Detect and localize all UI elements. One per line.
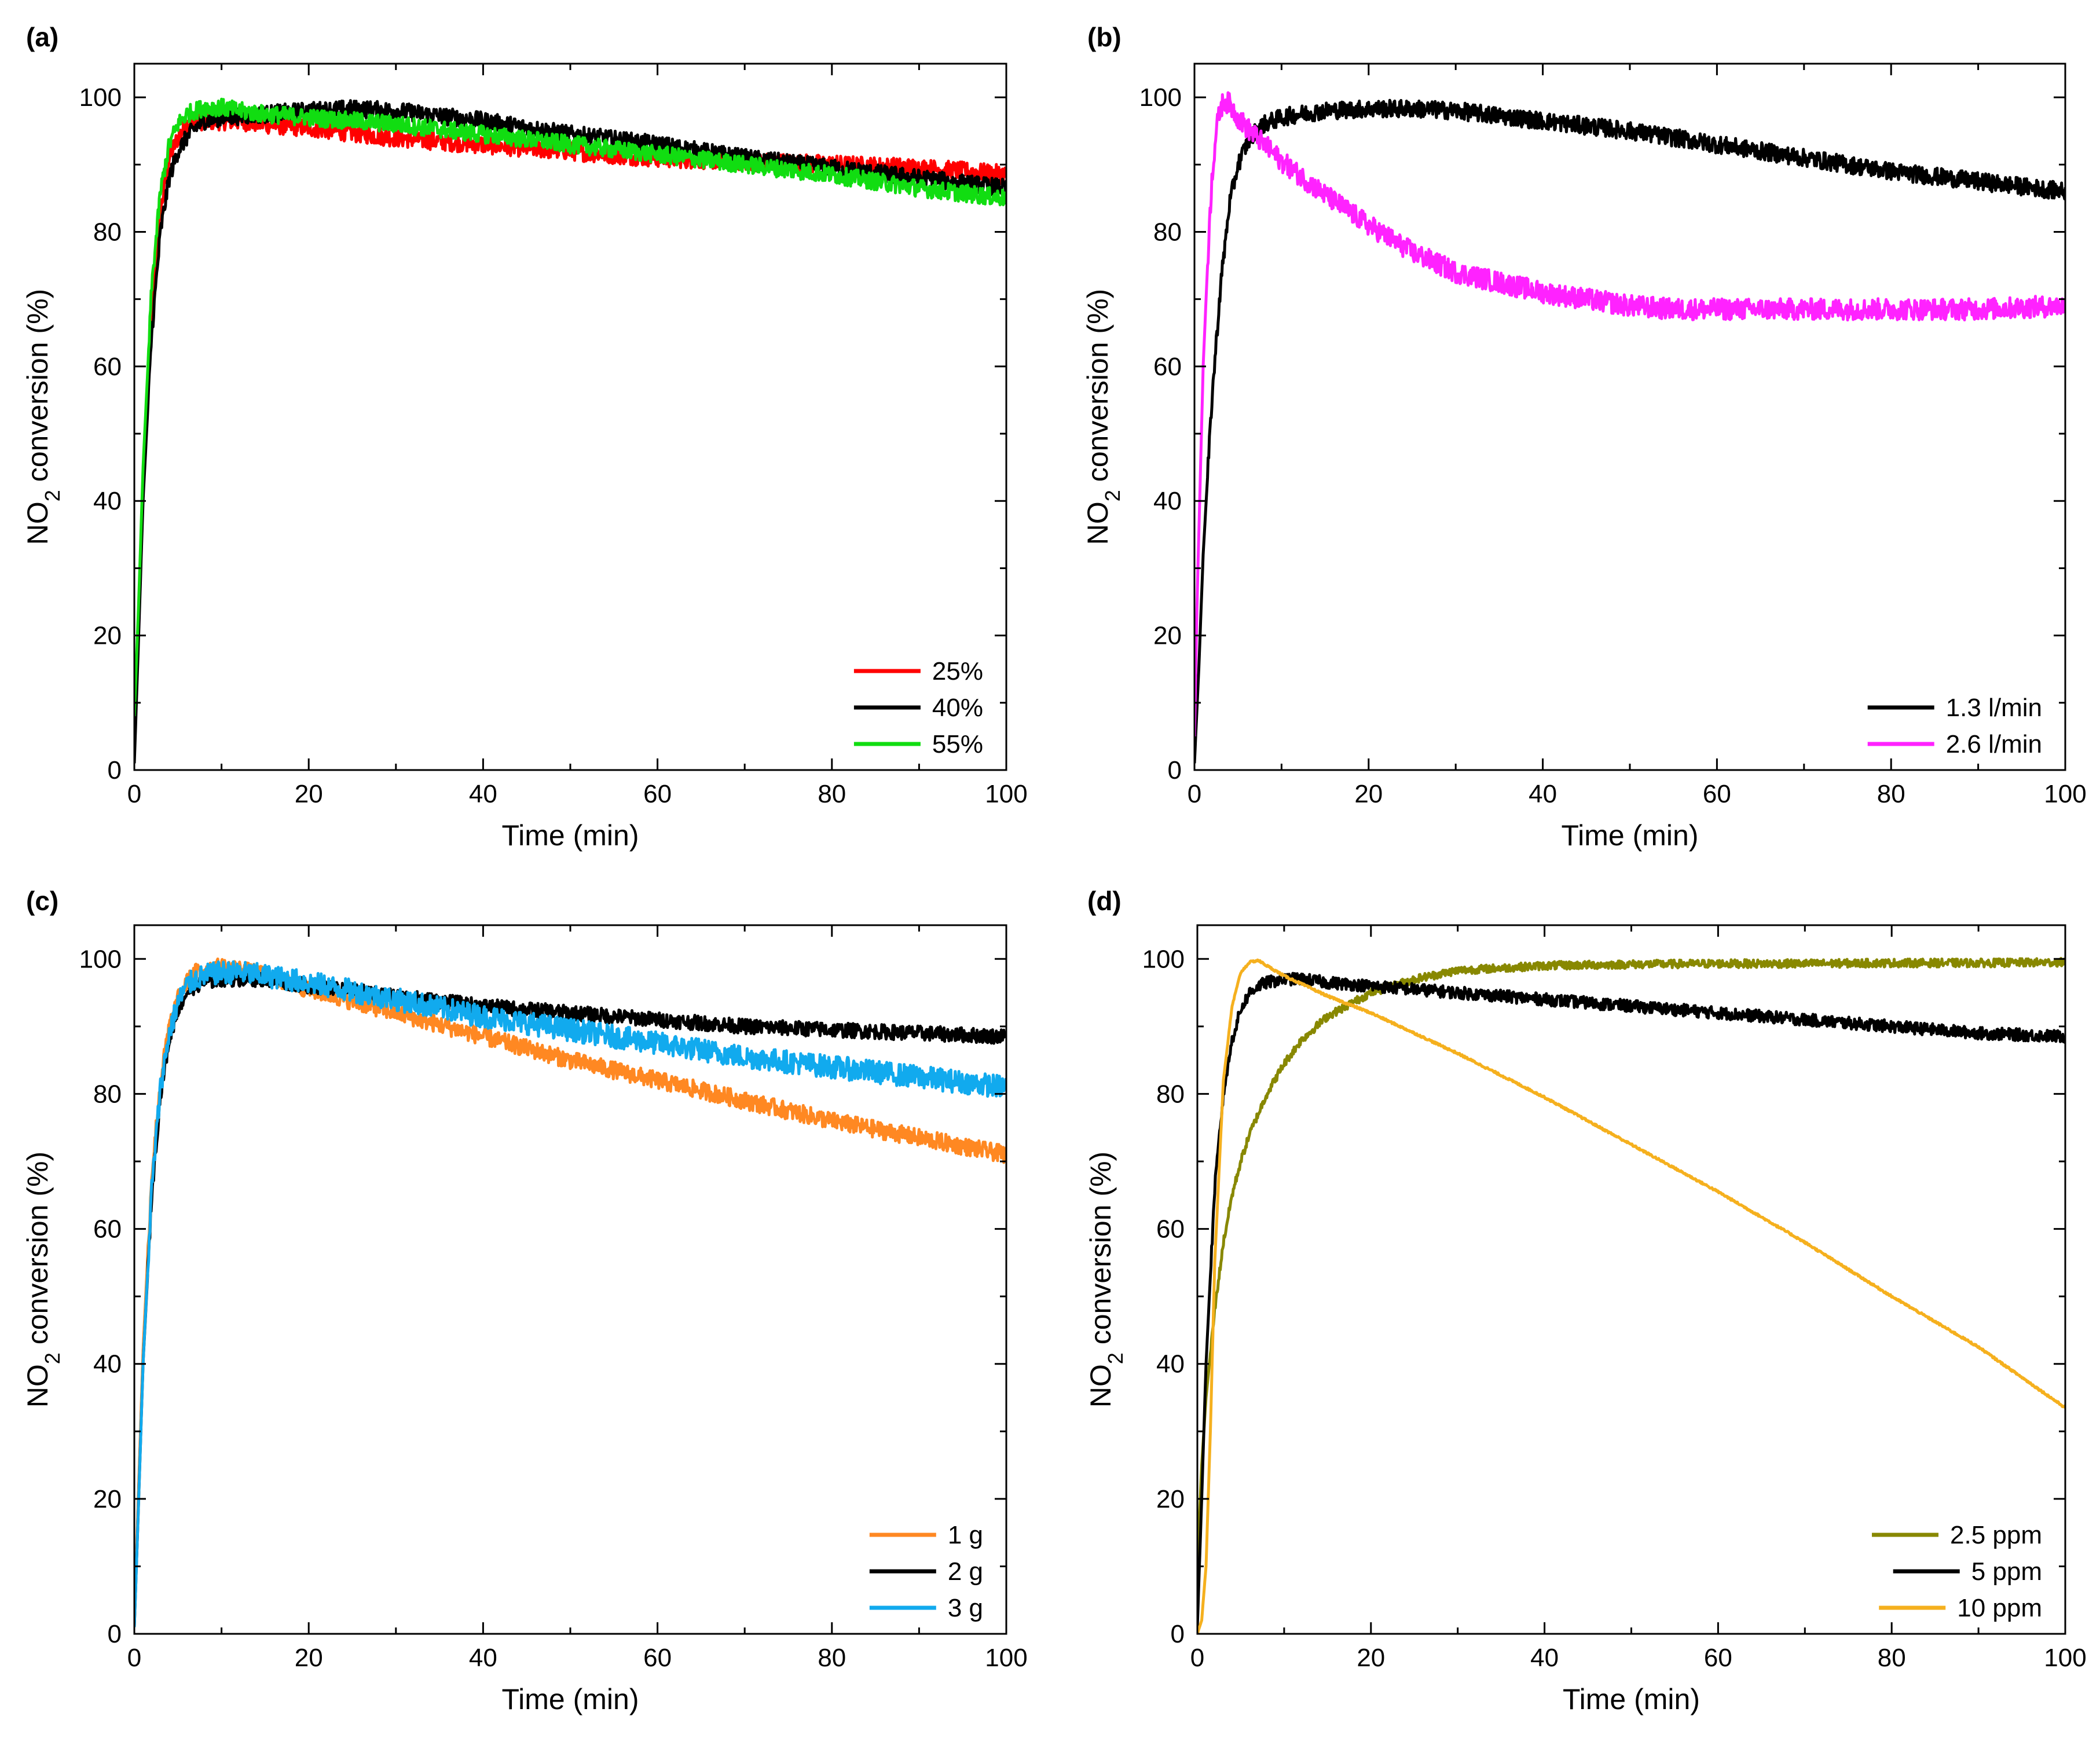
y-axis-title: NO2 conversion (%) [1084,1152,1127,1407]
panel-label: (d) [1087,886,1122,916]
y-tick-label: 0 [108,756,122,784]
series-line [1197,972,2065,1627]
y-tick-label: 80 [93,1080,122,1108]
y-tick-label: 100 [1139,83,1182,112]
y-axis-title: NO2 conversion (%) [21,289,64,545]
x-tick-label: 100 [985,780,1027,808]
y-axis-title-subscript: 2 [1101,490,1124,501]
panel-label: (a) [26,22,58,52]
legend-label: 3 g [948,1594,983,1622]
panel-label: (c) [26,886,58,916]
x-tick-label: 80 [818,1644,846,1672]
y-axis-title-main: NO [1084,1364,1117,1407]
y-tick-label: 40 [93,1350,122,1379]
y-tick-label: 80 [1153,218,1182,246]
x-tick-label: 80 [1878,1644,1906,1672]
y-axis-title: NO2 conversion (%) [21,1152,64,1407]
series-line [134,957,1006,1621]
y-tick-label: 60 [1153,353,1182,381]
x-tick-label: 100 [2044,780,2086,808]
x-tick-label: 100 [2044,1644,2086,1672]
y-axis-title-main: NO [21,1364,54,1407]
x-tick-label: 0 [127,780,141,808]
y-axis-title-main: NO [21,501,54,545]
legend-label: 40% [932,694,983,722]
y-axis-title-rest: conversion (%) [21,1152,54,1352]
series-line [1197,956,2065,1567]
x-tick-label: 20 [295,1644,323,1672]
x-tick-label: 40 [469,1644,497,1672]
y-tick-label: 20 [93,622,122,650]
legend-label: 25% [932,657,983,685]
legend-label: 55% [932,730,983,758]
y-tick-label: 100 [1142,945,1185,973]
series-line [1197,958,2065,1634]
y-axis-title-subscript: 2 [41,1352,64,1364]
panel-label: (b) [1087,22,1122,52]
x-axis-title: Time (min) [501,1683,639,1715]
y-tick-label: 60 [1156,1215,1185,1244]
series-line [1194,91,2065,736]
y-axis-title-rest: conversion (%) [1084,1152,1117,1352]
y-tick-label: 80 [1156,1080,1185,1108]
y-tick-label: 80 [93,218,122,246]
plot-frame [1196,924,2066,1635]
y-tick-label: 0 [108,1620,122,1648]
y-axis-title-main: NO [1082,501,1114,545]
x-tick-label: 100 [985,1644,1027,1672]
y-tick-label: 40 [1156,1350,1185,1379]
series-line [134,97,1006,717]
y-tick-label: 40 [93,487,122,515]
y-axis-title: NO2 conversion (%) [1082,289,1124,545]
x-axis-title: Time (min) [1563,1683,1700,1715]
legend-label: 5 ppm [1971,1557,2042,1586]
x-tick-label: 40 [469,780,497,808]
y-tick-label: 100 [79,945,122,973]
x-axis-title: Time (min) [501,819,639,852]
y-axis-title-rest: conversion (%) [1082,289,1114,490]
y-axis-title-subscript: 2 [41,490,64,501]
x-tick-label: 60 [643,1644,672,1672]
x-axis-title: Time (min) [1561,819,1698,852]
x-tick-label: 0 [127,1644,141,1672]
x-tick-label: 20 [295,780,323,808]
y-tick-label: 20 [93,1485,122,1513]
legend-label: 2.5 ppm [1950,1521,2042,1549]
y-tick-label: 0 [1171,1620,1185,1648]
legend-label: 10 ppm [1957,1594,2042,1622]
y-axis-title-rest: conversion (%) [21,289,54,490]
series-line [134,960,1006,1627]
legend-label: 2.6 l/min [1946,730,2042,758]
y-tick-label: 20 [1153,622,1182,650]
y-tick-label: 0 [1168,756,1182,784]
legend-label: 1.3 l/min [1946,694,2042,722]
x-tick-label: 80 [818,780,846,808]
y-tick-label: 60 [93,353,122,381]
y-tick-label: 40 [1153,487,1182,515]
x-tick-label: 40 [1529,780,1557,808]
series-line [134,110,1006,750]
x-tick-label: 0 [1190,1644,1204,1672]
x-tick-label: 40 [1530,1644,1559,1672]
x-tick-label: 60 [1703,780,1731,808]
series-line [1194,98,2065,764]
series-line [134,99,1006,764]
y-tick-label: 60 [93,1215,122,1244]
x-tick-label: 80 [1877,780,1905,808]
legend-label: 1 g [948,1521,983,1549]
x-tick-label: 60 [643,780,672,808]
y-axis-title-subscript: 2 [1104,1352,1127,1364]
legend-label: 2 g [948,1557,983,1586]
x-tick-label: 60 [1704,1644,1732,1672]
y-tick-label: 100 [79,83,122,112]
x-tick-label: 20 [1354,780,1383,808]
x-tick-label: 20 [1357,1644,1385,1672]
x-tick-label: 0 [1188,780,1201,808]
y-tick-label: 20 [1156,1485,1185,1513]
